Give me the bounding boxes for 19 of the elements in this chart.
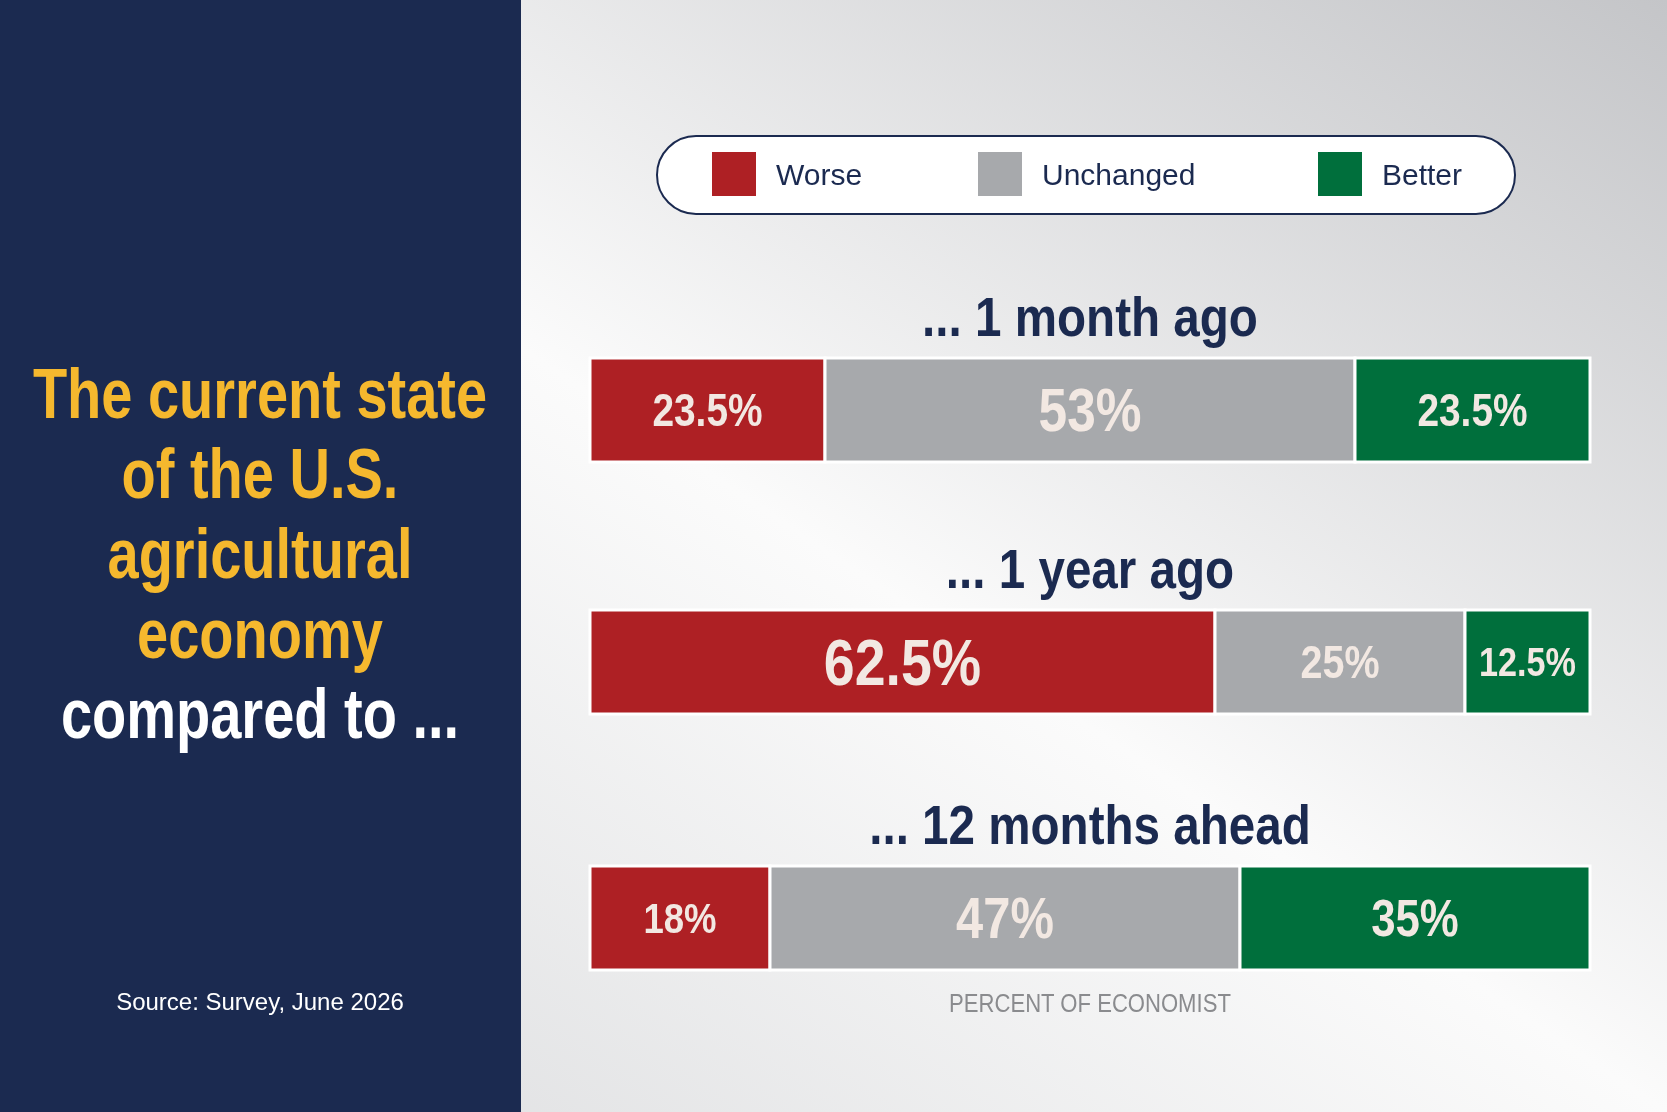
legend-label: Worse [776,157,863,191]
data-label: 47% [956,886,1054,950]
x-axis-title: PERCENT OF ECONOMIST [949,988,1232,1018]
y-tick-label: ... 1 year ago [945,537,1235,600]
legend-label: Better [1382,157,1463,191]
data-label: 23.5% [652,385,763,436]
text: compared to ... [60,675,460,753]
source-note: Source: Survey, June 2026 [116,988,404,1015]
data-label: 53% [1038,376,1142,445]
data-label: 62.5% [823,625,982,699]
data-label: 23.5% [1417,385,1528,436]
text: Unchanged [1042,157,1196,191]
y-tick-label: ... 12 months ahead [869,793,1311,856]
y-tick-label: ... 1 month ago [922,285,1258,348]
text: The current state of the U.S. agricultural economy [32,355,488,673]
data-label: 25% [1300,636,1380,688]
data-label: 18% [643,894,717,942]
data-label: 35% [1371,889,1459,947]
data-label: 12.5% [1479,639,1576,685]
